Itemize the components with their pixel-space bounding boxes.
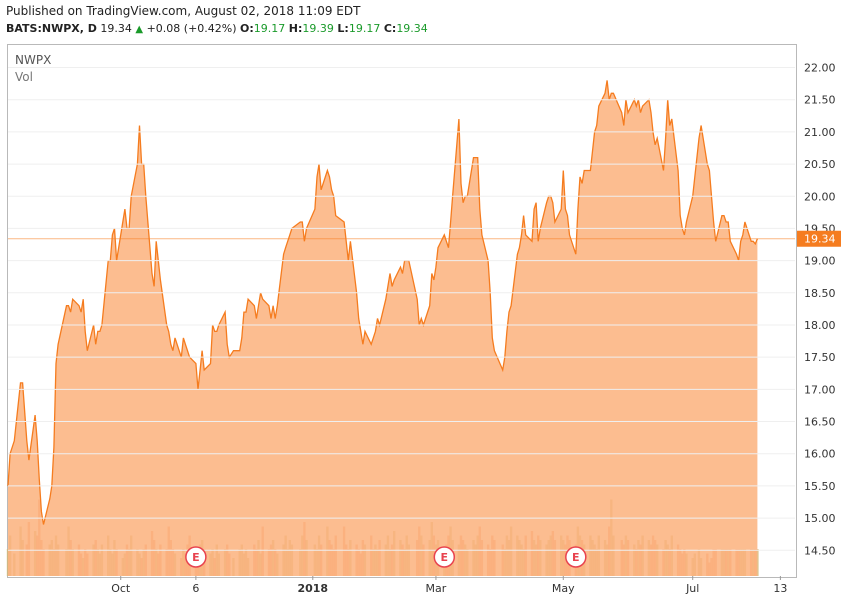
x-tick-label: Oct [111, 582, 131, 595]
earnings-marker [565, 546, 587, 568]
y-tick-label: 15.50 [804, 480, 836, 493]
low-label: L: [337, 22, 349, 35]
y-tick-label: 17.50 [804, 351, 836, 364]
open-value: 19.17 [253, 22, 286, 35]
up-arrow-icon: ▲ [135, 24, 144, 35]
y-tick-label: 17.00 [804, 383, 836, 396]
price-change: +0.08 (+0.42%) [146, 22, 237, 35]
x-tick-label: 13 [773, 582, 787, 595]
price-area [8, 80, 758, 577]
y-tick-label: 16.50 [804, 416, 836, 429]
earnings-marker [433, 546, 456, 568]
ohlc-header: BATS:NWPX, D 19.34 ▲ +0.08 (+0.42%) O:19… [6, 22, 428, 35]
y-tick-label: 15.00 [804, 512, 836, 525]
legend-volume: Vol [15, 70, 33, 84]
open-label: O: [240, 22, 254, 35]
x-tick-label: Jul [685, 582, 699, 595]
earnings-label: E [441, 551, 449, 564]
close-label: C: [383, 22, 397, 35]
legend-symbol: NWPX [15, 53, 52, 67]
y-tick-label: 18.50 [804, 287, 836, 300]
high-label: H: [288, 22, 303, 35]
high-value: 19.39 [302, 22, 334, 35]
y-tick-label: 19.00 [804, 255, 836, 268]
last-price-badge [797, 230, 841, 247]
earnings-label: E [572, 551, 580, 564]
y-tick-label: 21.00 [804, 126, 836, 139]
last-price: 19.34 [100, 22, 132, 35]
last-price-label: 19.34 [797, 230, 841, 247]
symbol-label: BATS:NWPX, D [6, 22, 97, 35]
y-tick-label: 16.00 [804, 448, 836, 461]
x-tick-label: May [552, 582, 575, 595]
y-tick-label: 21.50 [804, 94, 836, 107]
y-axis: 14.50 15.00 15.50 16.00 16.50 17.00 17.50 18.00… [8, 62, 836, 557]
last-price-value: 19.34 [804, 233, 836, 246]
earnings-label: E [192, 551, 200, 564]
close-value: 19.34 [396, 22, 428, 35]
y-tick-label: 20.50 [804, 158, 836, 171]
chart-frame [7, 44, 797, 578]
y-tick-label: 14.50 [804, 544, 836, 557]
x-axis: Oct 6 2018 Mar May Jul 13 [111, 576, 787, 595]
y-tick-label: 20.00 [804, 190, 836, 203]
earnings-marker [185, 546, 207, 568]
x-tick-label: Mar [426, 582, 447, 595]
low-value: 19.17 [348, 22, 381, 35]
x-tick-label: 2018 [297, 582, 328, 595]
y-tick-label: 18.00 [804, 319, 836, 332]
volume-bar [756, 549, 759, 576]
published-caption: Published on TradingView.com, August 02,… [6, 4, 361, 18]
y-tick-label: 22.00 [804, 62, 836, 75]
x-tick-label: 6 [192, 582, 199, 595]
